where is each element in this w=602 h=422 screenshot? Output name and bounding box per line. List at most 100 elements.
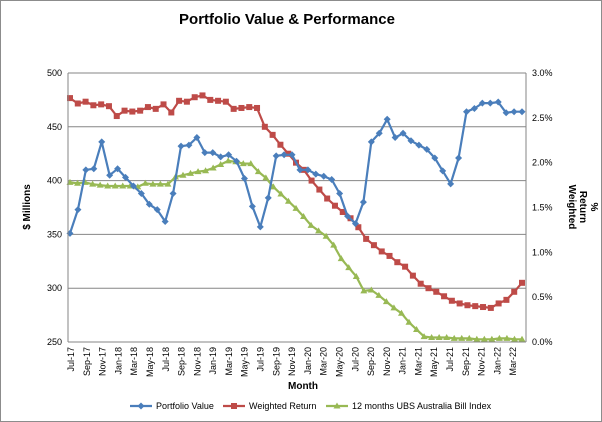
legend-item: 12 months UBS Australia Bill Index [326, 401, 492, 411]
gridlines [68, 72, 526, 289]
data-point [217, 153, 225, 161]
data-point [399, 129, 407, 137]
data-point [375, 291, 383, 298]
data-point [328, 176, 336, 184]
data-point [145, 200, 153, 208]
data-point [215, 97, 222, 104]
data-point [240, 174, 248, 182]
data-point [447, 180, 455, 188]
data-point [417, 280, 424, 287]
data-point [355, 224, 362, 231]
data-point [74, 100, 81, 107]
data-point [113, 113, 120, 120]
x-tick-label: Nov-18 [192, 347, 202, 376]
chart-title: Portfolio Value & Performance [179, 11, 395, 28]
data-point [428, 334, 436, 341]
data-point [312, 170, 320, 178]
data-point [82, 98, 89, 105]
data-point [164, 180, 172, 187]
y-axis-label: $ Millions [22, 184, 33, 230]
data-point [486, 99, 494, 107]
legend-item: Weighted Return [223, 401, 316, 411]
data-point [169, 190, 177, 198]
data-point [511, 288, 518, 295]
data-point [122, 173, 130, 181]
data-point [137, 190, 145, 198]
data-point [191, 94, 198, 101]
data-point [455, 154, 463, 162]
data-point [185, 141, 193, 149]
data-point [502, 109, 510, 117]
data-point [337, 255, 345, 262]
data-point [262, 174, 270, 181]
y2-tick-label: 0.5% [532, 292, 553, 302]
data-point [199, 92, 206, 99]
data-point [239, 160, 247, 167]
x-tick-label: Jul-18 [161, 347, 171, 372]
y2-tick-label: 1.5% [532, 203, 553, 213]
data-point [105, 103, 112, 110]
x-tick-label: Mar-18 [129, 347, 139, 376]
x-tick-label: Jan-20 [303, 347, 313, 375]
x-tick-label: May-19 [240, 347, 250, 377]
data-point [284, 197, 292, 204]
data-point [443, 334, 451, 341]
x-tick-label: Nov-20 [382, 347, 392, 376]
data-point [315, 227, 323, 234]
data-point [179, 171, 187, 178]
data-point [420, 333, 428, 340]
data-point [137, 402, 145, 410]
data-point [503, 296, 510, 303]
data-point [254, 104, 261, 111]
data-point [308, 177, 315, 184]
data-point [413, 325, 421, 332]
data-point [345, 264, 353, 271]
x-tick-label: Jan-22 [492, 347, 502, 375]
data-point [98, 138, 106, 146]
data-point [367, 286, 375, 293]
y2-tick-label: 1.0% [532, 247, 553, 257]
data-point [383, 115, 391, 123]
data-point [292, 204, 300, 211]
x-tick-label: Nov-17 [98, 347, 108, 376]
y-tick-label: 400 [47, 176, 62, 186]
data-point [510, 108, 518, 116]
data-point [360, 287, 368, 294]
x-axis-label: Month [288, 381, 318, 392]
legend: Portfolio Value Weighted Return 12 months … [130, 401, 492, 411]
data-point [307, 221, 315, 228]
data-point [209, 149, 217, 157]
data-point [375, 129, 383, 137]
data-point [272, 152, 280, 160]
data-point [114, 165, 122, 173]
data-point [161, 217, 169, 225]
series-12-months-ubs-australia-bill-index [66, 157, 526, 342]
data-point [225, 151, 233, 159]
data-point [370, 242, 377, 249]
data-point [177, 142, 185, 150]
x-tick-label: Jan-21 [398, 347, 408, 375]
data-point [488, 335, 496, 342]
data-point [209, 164, 217, 171]
data-point [160, 101, 167, 108]
series-layer [66, 92, 526, 342]
x-tick-label: Mar-20 [319, 347, 329, 376]
data-point [231, 403, 237, 409]
data-point [246, 104, 253, 111]
data-point [409, 272, 416, 279]
x-tick-label: Nov-21 [477, 347, 487, 376]
data-point [472, 303, 479, 310]
x-tick-label: Jul-20 [350, 347, 360, 372]
data-point [183, 98, 190, 105]
data-point [238, 104, 245, 111]
data-point [367, 138, 375, 146]
data-point [352, 273, 360, 280]
x-tick-label: Jul-17 [66, 347, 76, 372]
data-point [137, 107, 144, 114]
x-tick-label: Sep-17 [82, 347, 92, 376]
y2-axis-label-line-2: Return [577, 191, 588, 223]
x-tick-label: Mar-21 [413, 347, 423, 376]
x-tick-label: Nov-19 [287, 347, 297, 376]
series-line [68, 100, 522, 234]
